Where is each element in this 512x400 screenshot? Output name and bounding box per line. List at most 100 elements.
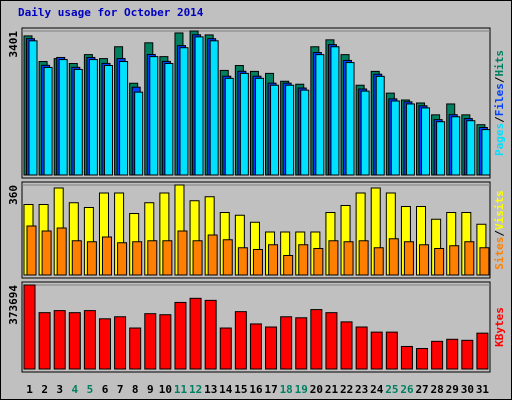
bar bbox=[300, 89, 310, 176]
bar bbox=[86, 241, 97, 276]
x-tick-label: 28 bbox=[431, 383, 444, 396]
bar bbox=[254, 77, 264, 176]
x-tick-label: 16 bbox=[249, 383, 263, 396]
bar bbox=[83, 310, 96, 370]
bar bbox=[298, 244, 309, 276]
bar bbox=[446, 338, 459, 370]
bar bbox=[419, 244, 430, 276]
bar bbox=[71, 240, 82, 276]
bar bbox=[194, 36, 204, 176]
bar bbox=[134, 91, 144, 176]
bar bbox=[68, 312, 81, 370]
x-tick-label: 9 bbox=[147, 383, 154, 396]
x-tick-label: 17 bbox=[264, 383, 277, 396]
bar bbox=[325, 312, 338, 370]
bar bbox=[355, 326, 368, 370]
bar bbox=[56, 227, 67, 276]
x-tick-label: 6 bbox=[102, 383, 109, 396]
legend-entry: Sites bbox=[493, 237, 506, 270]
x-tick-label: 4 bbox=[72, 383, 79, 396]
bar bbox=[162, 240, 173, 276]
bar bbox=[400, 345, 413, 370]
bar bbox=[283, 255, 294, 276]
legend: Pages/Files/Hits bbox=[493, 50, 506, 156]
chart-title: Daily usage for October 2014 bbox=[18, 6, 204, 19]
legend-entry: Visits bbox=[493, 190, 506, 230]
bar bbox=[340, 321, 353, 370]
bar bbox=[58, 59, 68, 176]
bar bbox=[119, 61, 129, 176]
x-tick-label: 12 bbox=[189, 383, 202, 396]
bar bbox=[174, 301, 187, 370]
bar bbox=[280, 316, 293, 370]
bar bbox=[464, 241, 475, 276]
bar bbox=[285, 84, 295, 176]
bar bbox=[237, 247, 248, 276]
bar bbox=[388, 238, 399, 276]
x-tick-label: 25 bbox=[385, 383, 398, 396]
bar bbox=[219, 327, 232, 370]
bar bbox=[416, 348, 429, 370]
bar bbox=[466, 120, 476, 176]
bar bbox=[53, 310, 66, 370]
bar bbox=[147, 240, 158, 276]
bar bbox=[403, 241, 414, 276]
bar bbox=[343, 241, 354, 276]
legend-entry: Pages bbox=[493, 123, 506, 156]
x-tick-label: 10 bbox=[159, 383, 172, 396]
bar bbox=[390, 100, 400, 176]
bar bbox=[360, 90, 370, 176]
bar bbox=[330, 46, 340, 176]
bar bbox=[98, 318, 111, 370]
y-tick-label: 360 bbox=[7, 185, 20, 205]
bar bbox=[476, 332, 489, 370]
x-tick-label: 20 bbox=[310, 383, 323, 396]
x-tick-label: 31 bbox=[476, 383, 490, 396]
bar bbox=[234, 311, 247, 370]
bar bbox=[252, 249, 263, 276]
x-tick-label: 8 bbox=[132, 383, 139, 396]
bar bbox=[28, 40, 38, 176]
legend-separator: / bbox=[493, 76, 506, 83]
x-tick-label: 23 bbox=[355, 383, 368, 396]
bar bbox=[38, 312, 51, 370]
x-tick-label: 30 bbox=[461, 383, 474, 396]
y-tick-label: 3401 bbox=[7, 31, 20, 58]
bar bbox=[385, 331, 398, 370]
x-tick-label: 27 bbox=[415, 383, 428, 396]
x-tick-label: 5 bbox=[87, 383, 94, 396]
bar bbox=[144, 313, 157, 370]
bar bbox=[132, 241, 143, 276]
bar bbox=[479, 247, 490, 276]
bar bbox=[451, 116, 461, 176]
bar bbox=[265, 326, 278, 370]
bar bbox=[23, 284, 36, 370]
x-tick-label: 15 bbox=[234, 383, 247, 396]
bar bbox=[207, 234, 218, 276]
bar bbox=[43, 66, 53, 176]
legend: Sites/Visits bbox=[493, 190, 506, 270]
bar bbox=[370, 331, 383, 370]
bar bbox=[239, 72, 249, 176]
bar bbox=[177, 230, 188, 276]
x-tick-label: 1 bbox=[26, 383, 33, 396]
x-tick-label: 2 bbox=[41, 383, 48, 396]
bar bbox=[313, 248, 324, 276]
x-tick-label: 13 bbox=[204, 383, 217, 396]
x-tick-label: 24 bbox=[370, 383, 384, 396]
bar bbox=[268, 244, 279, 276]
bar bbox=[449, 245, 460, 276]
x-tick-label: 14 bbox=[219, 383, 233, 396]
bar bbox=[310, 309, 323, 370]
bar bbox=[179, 47, 189, 176]
x-tick-label: 21 bbox=[325, 383, 339, 396]
legend-entry: Files bbox=[493, 83, 506, 116]
bar bbox=[434, 248, 445, 276]
bar bbox=[431, 340, 444, 370]
bar bbox=[345, 62, 355, 176]
x-tick-label: 29 bbox=[446, 383, 459, 396]
bar bbox=[358, 240, 369, 276]
bar bbox=[204, 299, 217, 370]
y-tick-label: 373694 bbox=[7, 285, 20, 325]
